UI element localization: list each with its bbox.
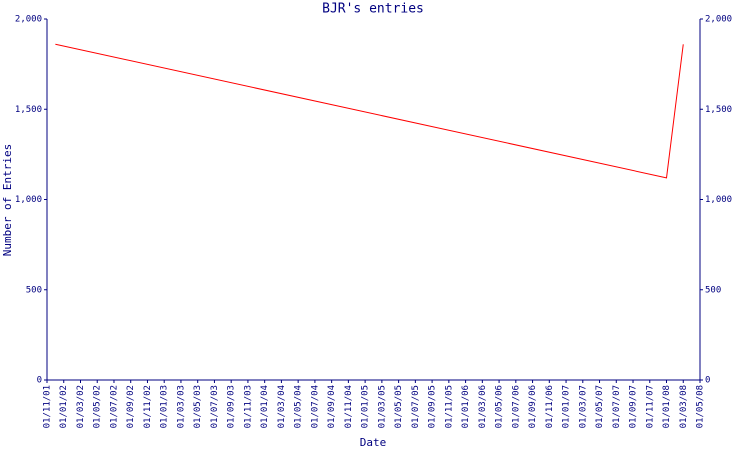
x-tick-label: 01/09/06 [528, 385, 538, 428]
x-tick-label: 01/01/08 [662, 385, 672, 428]
x-tick-label: 01/11/02 [143, 385, 153, 428]
x-tick-label: 01/03/04 [277, 385, 287, 428]
x-tick-label: 01/01/02 [59, 385, 69, 428]
y2-tick-label: 0 [705, 376, 710, 386]
x-tick-label: 01/03/03 [176, 385, 186, 428]
y-tick-label: 1,000 [15, 195, 42, 205]
x-tick-label: 01/05/05 [394, 385, 404, 428]
x-tick-label: 01/07/04 [310, 385, 320, 428]
x-tick-label: 01/09/07 [629, 385, 639, 428]
x-tick-label: 01/09/05 [428, 385, 438, 428]
x-tick-label: 01/11/03 [243, 385, 253, 428]
data-line [55, 43, 684, 179]
y2-tick-label: 500 [705, 285, 721, 295]
x-tick-label: 01/01/07 [562, 385, 572, 428]
x-tick-label: 01/05/02 [93, 385, 103, 428]
x-tick-label: 01/03/08 [679, 385, 689, 428]
x-tick-label: 01/03/07 [578, 385, 588, 428]
x-tick-label: 01/01/04 [260, 385, 270, 428]
x-tick-label: 01/09/04 [327, 385, 337, 428]
y-axis-label: Number of Entries [1, 144, 14, 257]
x-tick-label: 01/11/05 [444, 385, 454, 428]
x-tick-label: 01/07/07 [612, 385, 622, 428]
x-tick-label: 01/11/04 [344, 385, 354, 428]
x-tick-label: 01/05/08 [696, 385, 706, 428]
x-tick-label: 01/05/07 [595, 385, 605, 428]
y-tick-label: 1,500 [15, 105, 42, 115]
x-tick-label: 01/07/02 [109, 385, 119, 428]
x-tick-label: 01/05/03 [193, 385, 203, 428]
x-tick-label: 01/07/05 [411, 385, 421, 428]
x-tick-label: 01/11/06 [545, 385, 555, 428]
x-tick-label: 01/03/02 [76, 385, 86, 428]
x-tick-label: 01/01/06 [461, 385, 471, 428]
x-tick-label: 01/11/01 [43, 385, 53, 428]
y-tick-label: 500 [26, 285, 42, 295]
chart-title: BJR's entries [322, 2, 424, 17]
y2-tick-label: 2,000 [705, 15, 732, 25]
x-tick-label: 01/03/05 [377, 385, 387, 428]
x-tick-label: 01/09/03 [227, 385, 237, 428]
y2-tick-label: 1,500 [705, 105, 732, 115]
x-tick-label: 01/05/04 [294, 385, 304, 428]
x-tick-label: 01/05/06 [495, 385, 505, 428]
y-tick-label: 2,000 [15, 15, 42, 25]
x-tick-label: 01/09/02 [126, 385, 136, 428]
y-tick-label: 0 [37, 376, 42, 386]
x-tick-label: 01/07/03 [210, 385, 220, 428]
x-tick-label: 01/03/06 [478, 385, 488, 428]
x-tick-label: 01/01/05 [361, 385, 371, 428]
x-axis-label: Date [360, 436, 387, 449]
x-tick-label: 01/11/07 [645, 385, 655, 428]
y2-tick-label: 1,000 [705, 195, 732, 205]
x-tick-label: 01/01/03 [160, 385, 170, 428]
x-tick-label: 01/07/06 [511, 385, 521, 428]
